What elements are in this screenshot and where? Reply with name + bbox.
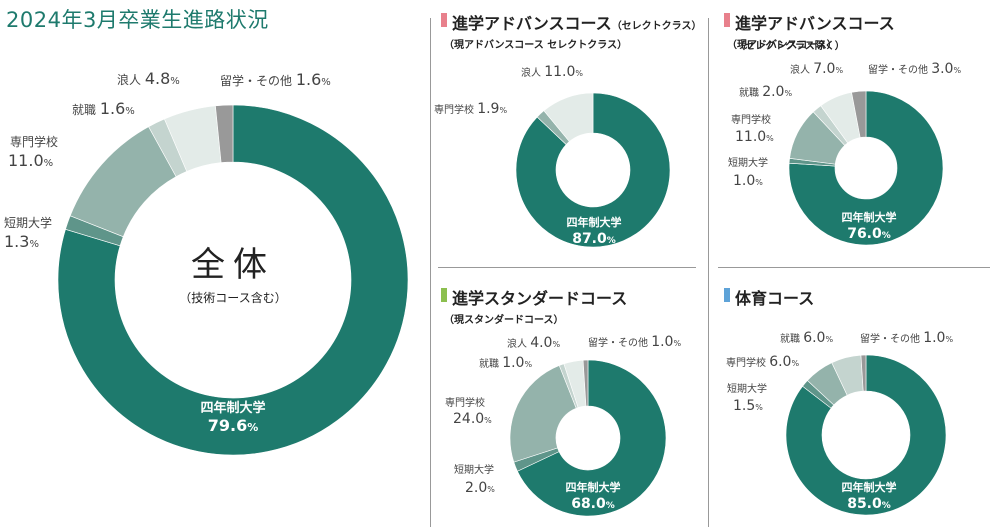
slice-label-pe-2-0: 専門学校 6.0% <box>726 354 799 370</box>
panel-title-pe: 体育コース <box>735 289 815 308</box>
divider-middle <box>708 18 709 527</box>
slice-adv_select-2 <box>543 92 594 142</box>
panel-title-adv-select: 進学アドバンスコース（セレクトクラス） <box>452 10 702 34</box>
slice-label-pe-3-0: 短期大学 <box>727 382 767 395</box>
slice-label-adv_excl-name: 四年制大学 <box>842 210 897 224</box>
slice-label-standard-value: 68.0% <box>571 496 615 512</box>
slice-standard-5 <box>582 359 589 407</box>
page-title: 2024年3月卒業生進路状況 <box>6 8 269 32</box>
panel-title-standard: 進学スタンダードコース <box>452 289 628 308</box>
slice-pe-0 <box>785 354 947 516</box>
slice-label-standard-name: 四年制大学 <box>566 480 621 494</box>
course-marker-pink <box>441 13 447 27</box>
slice-label-adv_excl-value: 76.0% <box>847 226 891 242</box>
slice-overall-0 <box>57 104 409 456</box>
donut-standard: 四年制大学 68.0% 留学・その他 1.0% 浪人 4.0% 就職 1.0% 専門学校 2… <box>445 334 681 517</box>
slice-label-adv_excl-3-0: 専門学校 <box>731 113 771 126</box>
slice-label-adv_select-value: 87.0% <box>572 231 616 247</box>
slice-adv_excl-0 <box>788 90 944 246</box>
slice-label-adv_excl-0-0: 留学・その他 3.0% <box>868 61 961 77</box>
panel-sub-adv-excl: （現アドバンスコース） <box>727 40 837 51</box>
panel-sub-standard: （現スタンダードコース） <box>444 315 564 326</box>
course-marker-pink <box>724 13 730 27</box>
slice-label-pe-1-0: 就職 6.0% <box>780 330 833 346</box>
slice-label-standard-0-0: 留学・その他 1.0% <box>588 334 681 350</box>
divider-horizontal-right <box>718 267 990 268</box>
divider-left <box>430 18 431 527</box>
panel-title-small: （セレクトクラス） <box>611 21 702 32</box>
donut-adv_excl: 四年制大学 76.0% 留学・その他 3.0% 浪人 7.0% 就職 2.0% 専門学校 1… <box>728 61 961 246</box>
slice-label-overall-0-0: 留学・その他 1.6% <box>220 70 331 89</box>
slice-standard-2 <box>509 365 577 463</box>
slice-label-standard-3-0: 専門学校 <box>445 396 485 409</box>
slice-label-pe-value: 85.0% <box>847 496 891 512</box>
slice-label-overall-4-1: 1.3% <box>4 232 39 251</box>
course-marker-green <box>441 288 447 302</box>
slice-label-adv_excl-1-0: 浪人 7.0% <box>790 61 843 77</box>
slice-label-overall-name: 四年制大学 <box>200 400 265 416</box>
slice-label-overall-2-0: 就職 1.6% <box>72 99 135 118</box>
panel-title-text: 進学アドバンスコース <box>452 14 612 33</box>
slice-label-adv_excl-4-1: 1.0% <box>733 173 763 189</box>
slice-label-pe-3-1: 1.5% <box>733 398 763 414</box>
slice-label-pe-name: 四年制大学 <box>842 480 897 494</box>
slice-label-overall-1-0: 浪人 4.8% <box>117 69 180 88</box>
slice-label-adv_select-name: 四年制大学 <box>567 215 622 229</box>
slice-label-adv_select-1-0: 専門学校 1.9% <box>434 101 507 117</box>
panel-title-small: （セレクトクラス除く） <box>735 41 845 52</box>
slice-label-adv_excl-2-0: 就職 2.0% <box>739 84 792 100</box>
slice-label-adv_excl-3-1: 11.0% <box>735 129 774 145</box>
slice-adv_excl-5 <box>851 90 867 138</box>
slice-label-overall-value: 79.6% <box>208 416 259 435</box>
slice-label-standard-4-0: 短期大学 <box>454 463 494 476</box>
slice-label-standard-4-1: 2.0% <box>465 480 495 496</box>
slice-label-standard-2-0: 就職 1.0% <box>479 355 532 371</box>
slice-pe-4 <box>860 354 867 392</box>
slice-label-adv_excl-4-0: 短期大学 <box>728 156 768 169</box>
course-marker-blue <box>724 288 730 302</box>
slice-label-standard-3-1: 24.0% <box>453 411 492 427</box>
donut-adv_select: 四年制大学 87.0% 浪人 11.0% 専門学校 1.9% <box>434 64 671 248</box>
slice-label-adv_select-0-0: 浪人 11.0% <box>521 64 583 80</box>
divider-horizontal-left <box>438 267 696 268</box>
overall-center-subtitle: （技術コース含む） <box>179 290 286 305</box>
panel-sub-adv-select: （現アドバンスコース セレクトクラス） <box>444 40 628 51</box>
slice-adv_select-0 <box>515 92 671 248</box>
panel-title-text: 進学アドバンスコース <box>735 14 895 33</box>
slice-label-pe-0-0: 留学・その他 1.0% <box>860 330 953 346</box>
panel-title-adv-excl: 進学アドバンスコース （セレクトクラス除く） <box>735 10 1000 53</box>
slice-label-overall-3-0: 専門学校 <box>10 134 58 149</box>
slice-overall-5 <box>215 104 234 163</box>
slice-label-overall-4-0: 短期大学 <box>4 215 52 230</box>
slice-standard-0 <box>517 359 667 517</box>
overall-center-title: 全体 <box>191 245 275 285</box>
slice-label-overall-3-1: 11.0% <box>8 151 53 170</box>
donut-pe: 四年制大学 85.0% 留学・その他 1.0% 就職 6.0% 専門学校 6.0% 短期大… <box>726 330 953 516</box>
slice-label-standard-1-0: 浪人 4.0% <box>507 335 560 351</box>
